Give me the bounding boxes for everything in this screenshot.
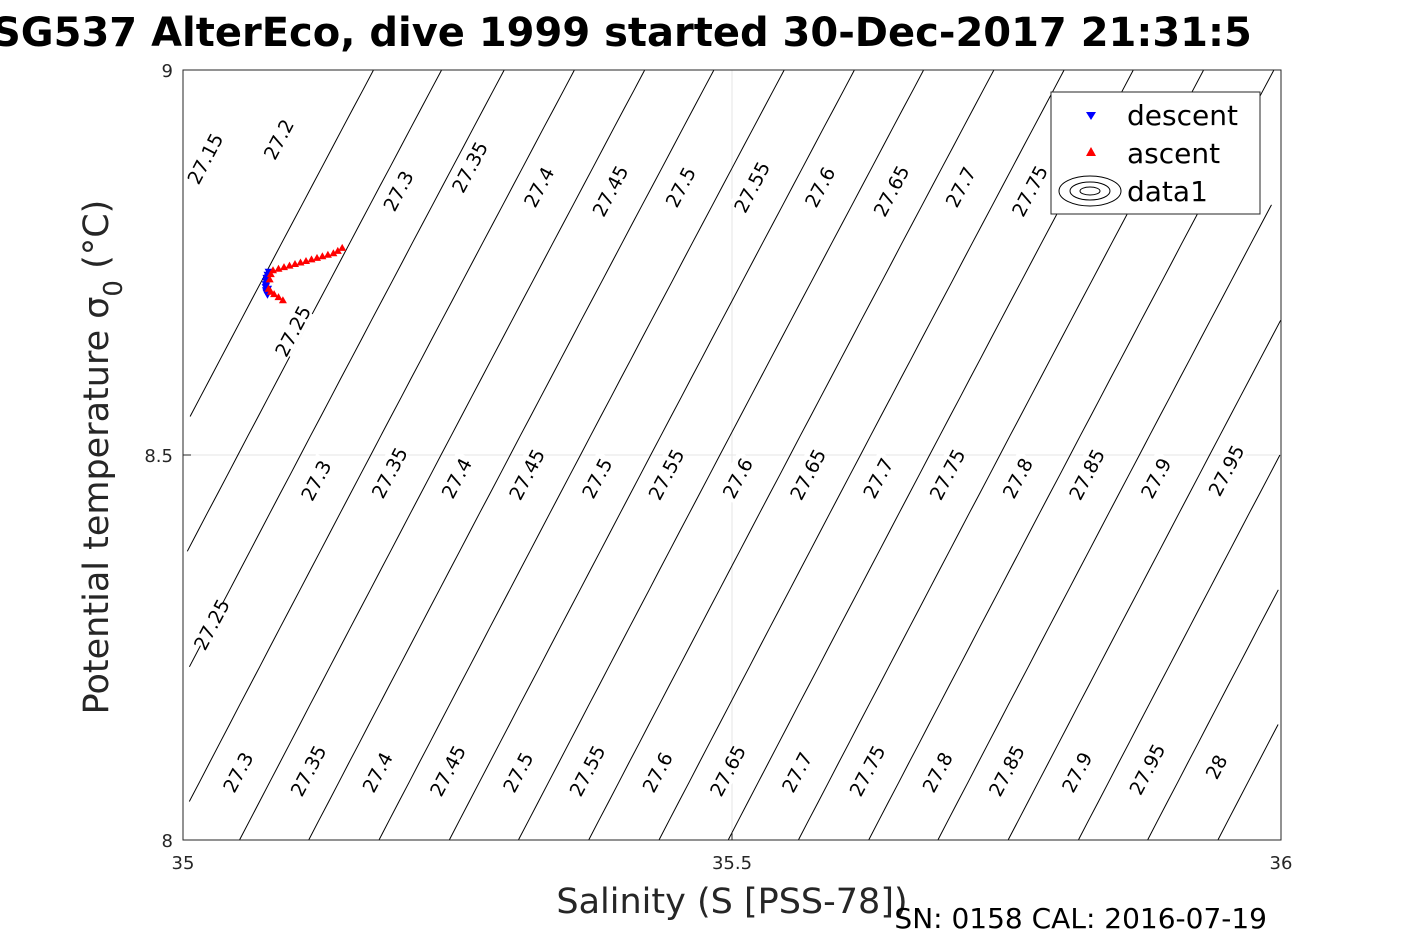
contour-label-halo-34	[635, 745, 678, 799]
contour-label-halo-38	[915, 745, 958, 799]
contour-label-halo-39	[984, 743, 1027, 797]
legend-marker-ascent	[1086, 147, 1096, 156]
isopycnal-27.15	[189, 69, 374, 417]
contour-label-halo-25	[1133, 451, 1176, 504]
isopycnal-27.45	[378, 69, 785, 841]
isopycnal-27.5	[448, 69, 855, 841]
x-tick-label-1: 35.5	[712, 853, 752, 874]
x-axis-ticks: 35 35.5 36	[172, 853, 1293, 874]
contour-label-halo-30	[355, 745, 398, 799]
isopycnal-28.05	[1217, 724, 1279, 841]
legend-label-descent: descent	[1127, 99, 1238, 132]
y-axis-label-subscript: 0	[99, 280, 129, 297]
y-tick-label-0: 8	[162, 831, 173, 852]
contour-label-halo-26	[1204, 443, 1247, 497]
legend-label-ascent: ascent	[1127, 137, 1220, 170]
ascent-point-20	[338, 243, 347, 251]
isopycnal-27.55	[517, 69, 925, 841]
contour-label-halo-32	[496, 745, 538, 799]
ascent-point-18	[329, 249, 338, 257]
contour-label-group-17: 27.5	[575, 451, 617, 504]
serial-calibration-note: SN: 0158 CAL: 2016-07-19	[894, 902, 1267, 935]
legend-entry-ascent: ascent	[1086, 137, 1220, 170]
chart-title: SG537 AlterEco, dive 1999 started 30-Dec…	[0, 10, 1252, 56]
legend-label-data1: data1	[1127, 175, 1208, 208]
descent-point-11	[262, 282, 271, 290]
contour-label-halo-9	[797, 160, 840, 213]
isopycnal-27.6	[588, 69, 995, 841]
contour-label-halo-11	[938, 160, 981, 213]
contour-label-halo-41	[1125, 742, 1168, 796]
y-axis-ticks: 88.59	[144, 61, 173, 852]
contour-label-halo-1	[256, 112, 299, 166]
contour-label-halo-10	[869, 164, 912, 217]
contour-label-halo-18	[644, 447, 687, 501]
contour-label-halo-24	[1064, 447, 1107, 501]
contour-label-halo-16	[504, 447, 547, 501]
y-axis-label: Potential temperature σ0 (°C)	[77, 200, 129, 715]
contour-label-halo-17	[575, 451, 617, 504]
isopycnal-27.3	[188, 69, 575, 802]
ascent-point-19	[333, 246, 342, 254]
contour-label-halo-4	[447, 140, 490, 193]
ascent-point-1	[274, 293, 283, 301]
contour-label-halo-42	[1194, 739, 1237, 793]
contour-label-halo-7	[658, 160, 701, 213]
contour-label-halo-36	[774, 745, 817, 799]
contour-label-halo-13	[294, 453, 336, 507]
series-ascent	[264, 243, 347, 304]
legend-marker-contour-icon	[1058, 175, 1122, 207]
isopycnal-27.85	[937, 204, 1272, 841]
contour-label-halo-40	[1054, 745, 1097, 799]
ascent-point-0	[278, 296, 287, 304]
contour-label-halo-21	[856, 451, 899, 504]
contour-label-halo-19	[715, 451, 758, 504]
isopycnal-27.2	[186, 69, 443, 552]
legend-entry-descent: descent	[1086, 99, 1238, 132]
contour-label-halo-20	[785, 447, 828, 501]
y-tick-label-1: 8.5	[144, 446, 173, 467]
x-axis-label: Salinity (S [PSS-78])	[556, 882, 907, 922]
isopycnal-28	[1147, 589, 1279, 841]
contour-label-halo-27	[189, 597, 232, 651]
isopycnal-27.35	[239, 69, 646, 841]
contour-label-halo-14	[367, 445, 410, 499]
ascent-point-5	[265, 275, 274, 283]
contour-label-halo-37	[845, 743, 888, 797]
contour-label-halo-6	[588, 164, 631, 217]
y-axis-label-unit: (°C)	[77, 200, 117, 280]
isopycnal-27.9	[1007, 319, 1282, 841]
ascent-point-4	[264, 284, 273, 292]
contour-label-halo-23	[995, 451, 1038, 504]
isopycnal-27.25	[188, 69, 505, 668]
legend-box	[1050, 91, 1261, 215]
x-tick-label-2: 36	[1270, 853, 1293, 874]
contour-label-halo-3	[376, 164, 419, 217]
contour-label-halo-22	[925, 447, 968, 501]
legend-marker-descent	[1086, 112, 1096, 120]
contour-label-halo-8	[729, 160, 772, 213]
contour-label-halo-12	[1007, 164, 1050, 217]
legend: descent ascent data1	[1050, 91, 1261, 215]
isopycnal-27.65	[658, 69, 1065, 841]
data-series	[261, 243, 347, 304]
contour-label-halo-2	[270, 304, 313, 357]
contour-label-halo-35	[705, 743, 748, 797]
contour-label-halo-28	[216, 745, 258, 799]
x-tick-label-0: 35	[172, 853, 195, 874]
y-tick-label-2: 9	[162, 61, 173, 82]
y-axis-label-main: Potential temperature σ	[77, 297, 117, 715]
contour-label-halo-31	[425, 743, 468, 797]
isopycnal-27.4	[308, 69, 715, 841]
contour-label-halo-0	[183, 131, 226, 185]
ascent-point-6	[266, 270, 275, 278]
contour-label-halo-5	[516, 160, 559, 213]
contour-label-halo-33	[565, 743, 608, 797]
legend-entry-data1: data1	[1058, 175, 1208, 208]
contour-label-halo-15	[434, 451, 477, 504]
isopycnal-27.95	[1077, 454, 1281, 841]
contour-label-halo-29	[286, 743, 329, 797]
